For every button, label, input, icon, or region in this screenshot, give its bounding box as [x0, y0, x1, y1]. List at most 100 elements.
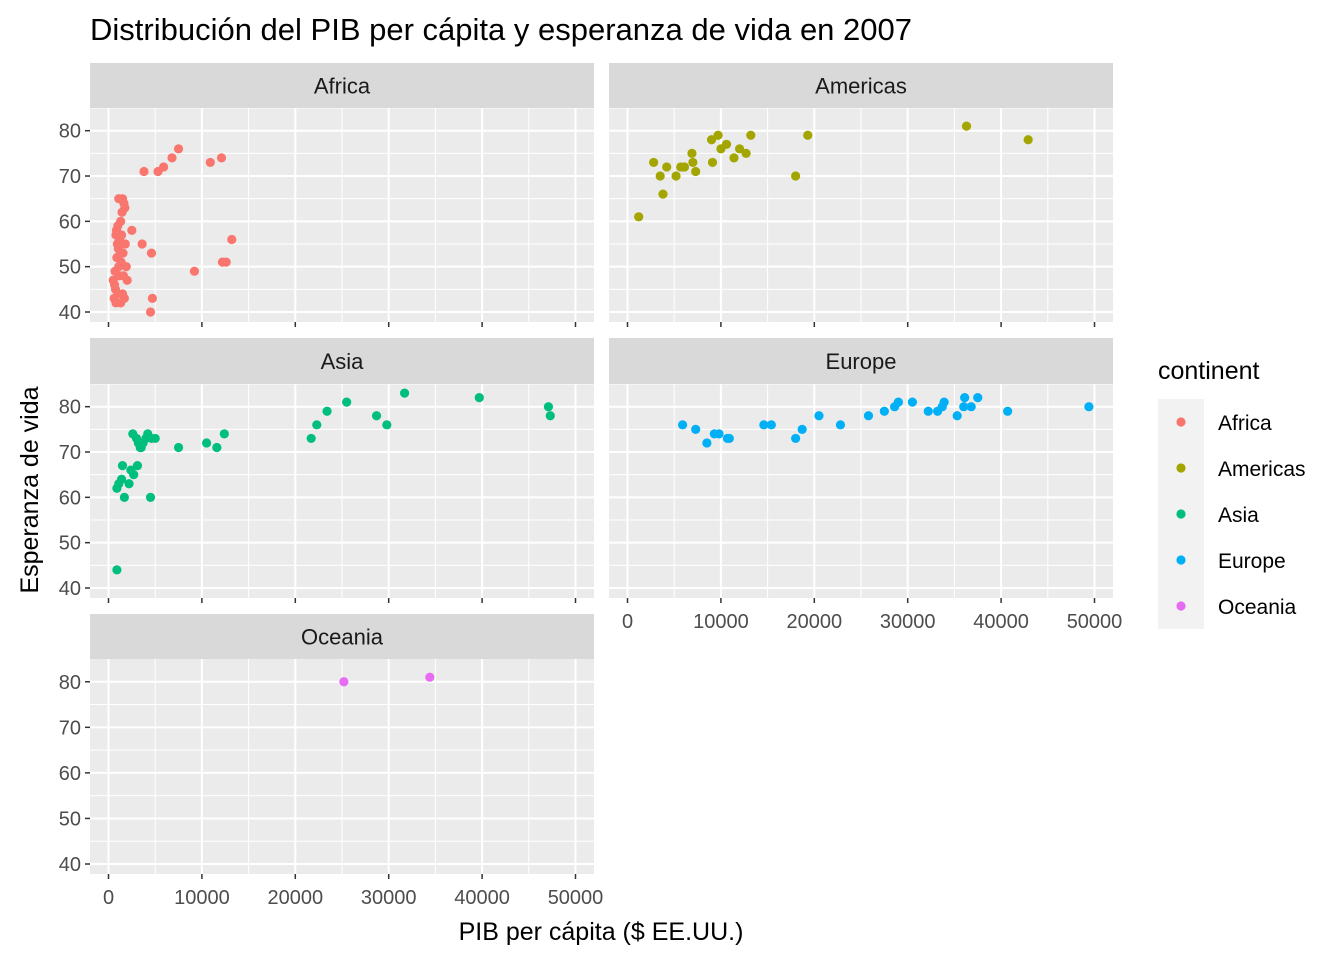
- data-point: [339, 677, 349, 687]
- data-point: [835, 420, 846, 430]
- data-point: [122, 275, 132, 285]
- legend-marker: [1176, 463, 1186, 473]
- data-point: [129, 470, 139, 480]
- data-point: [959, 402, 969, 412]
- data-point: [655, 171, 665, 181]
- data-point: [658, 189, 668, 199]
- y-tick-label: 70: [59, 717, 81, 739]
- facet-strip-label: Europe: [826, 349, 897, 374]
- x-tick-label: 0: [103, 887, 114, 909]
- legend-label: Asia: [1218, 504, 1259, 527]
- y-axis-title: Esperanza de vida: [16, 386, 44, 593]
- facet-strip-label: Asia: [321, 349, 365, 374]
- data-point: [907, 397, 917, 407]
- data-point: [791, 171, 801, 181]
- data-point: [707, 157, 718, 168]
- x-tick-label: 10000: [693, 611, 749, 633]
- y-tick-label: 50: [59, 808, 81, 830]
- data-point: [119, 293, 129, 304]
- x-tick-label: 10000: [174, 887, 230, 909]
- y-tick-label: 40: [59, 854, 81, 876]
- facet-strip-label: Africa: [314, 74, 371, 99]
- data-point: [216, 153, 227, 163]
- facet-strip-label: Oceania: [301, 625, 384, 650]
- data-point: [124, 479, 134, 489]
- data-point: [734, 144, 745, 154]
- legend-label: Europe: [1218, 550, 1286, 573]
- data-point: [879, 406, 889, 416]
- data-point: [116, 474, 127, 484]
- y-tick-label: 80: [59, 397, 81, 419]
- data-point: [371, 411, 382, 421]
- data-point: [120, 239, 130, 249]
- facet-panel-africa: Africa 40 50 60 70 80: [59, 63, 594, 327]
- data-point: [119, 492, 129, 502]
- legend-item-africa: Africa: [1158, 399, 1272, 445]
- data-point: [691, 424, 701, 434]
- data-point: [1084, 402, 1094, 412]
- data-point: [145, 307, 156, 317]
- legend-item-oceania: Oceania: [1158, 583, 1297, 629]
- data-point: [973, 393, 983, 403]
- data-point: [545, 411, 555, 421]
- data-point: [706, 135, 717, 145]
- data-point: [649, 157, 659, 168]
- data-point: [322, 406, 332, 416]
- data-point: [474, 393, 484, 403]
- data-point: [201, 438, 212, 448]
- data-point: [425, 672, 435, 682]
- data-point: [212, 442, 222, 453]
- data-point: [923, 406, 933, 416]
- facet-panel-asia: Asia 40 50 60 70 80: [59, 338, 594, 603]
- data-point: [691, 166, 701, 177]
- data-point: [714, 429, 724, 439]
- legend-label: Africa: [1218, 412, 1272, 435]
- x-tick-label: 50000: [1067, 611, 1123, 633]
- data-point: [189, 266, 200, 276]
- data-point: [150, 433, 160, 444]
- data-point: [1003, 406, 1013, 416]
- data-point: [713, 130, 723, 140]
- data-point: [227, 234, 237, 245]
- y-tick-label: 70: [59, 442, 81, 464]
- legend-label: Americas: [1218, 458, 1306, 481]
- data-point: [221, 257, 231, 267]
- data-point: [116, 216, 126, 226]
- y-tick-label: 50: [59, 533, 81, 555]
- y-tick-label: 50: [59, 257, 81, 279]
- data-point: [132, 461, 143, 471]
- y-tick-label: 60: [59, 211, 81, 233]
- legend-marker: [1176, 509, 1186, 519]
- data-point: [797, 424, 807, 434]
- data-point: [724, 433, 734, 444]
- data-point: [741, 148, 751, 158]
- data-point: [127, 225, 137, 236]
- data-point: [219, 429, 229, 439]
- data-point: [702, 438, 712, 448]
- legend-item-europe: Europe: [1158, 537, 1286, 583]
- data-point: [634, 212, 644, 222]
- data-point: [205, 157, 215, 168]
- legend-marker: [1176, 417, 1186, 427]
- legend-label: Oceania: [1218, 596, 1297, 619]
- data-point: [121, 262, 131, 272]
- facet-strip: [609, 63, 1113, 108]
- data-point: [120, 203, 130, 213]
- y-tick-label: 80: [59, 672, 81, 694]
- legend-title: continent: [1158, 357, 1260, 385]
- data-point: [961, 121, 972, 131]
- data-point: [145, 492, 156, 502]
- x-tick-label: 50000: [548, 887, 604, 909]
- data-point: [814, 411, 824, 421]
- legend: continent Africa Americas Asia Europe Oceani…: [1158, 357, 1306, 629]
- data-point: [791, 433, 801, 444]
- data-point: [117, 461, 128, 471]
- data-point: [746, 130, 756, 140]
- facet-strip: [90, 338, 594, 384]
- facet-panels: Africa 40 50 60 70 80 Americas Asia 40 50 60 70 80 Eu…: [59, 63, 1123, 909]
- data-point: [759, 420, 769, 430]
- chart-title: Distribución del PIB per cápita y espera…: [90, 12, 912, 47]
- data-point: [382, 420, 392, 430]
- x-tick-label: 20000: [267, 887, 323, 909]
- data-point: [721, 139, 732, 149]
